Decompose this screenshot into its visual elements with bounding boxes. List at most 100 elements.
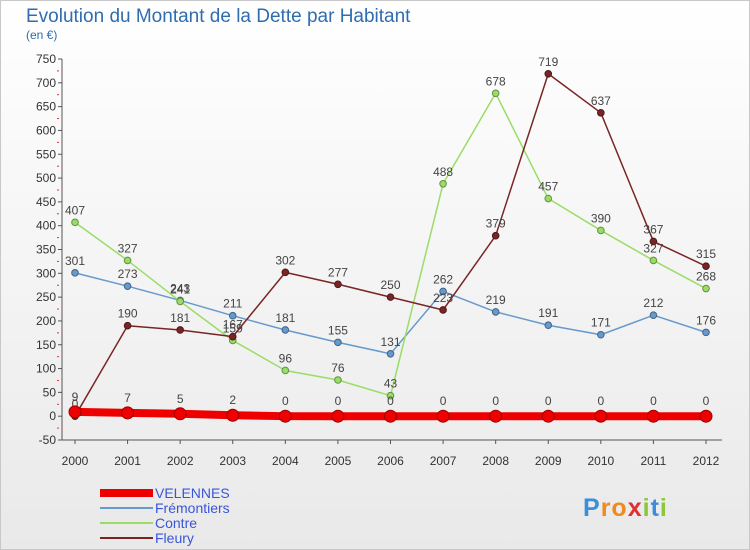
data-point — [491, 89, 500, 98]
logo-letter: P — [583, 494, 601, 522]
data-point — [491, 231, 500, 240]
legend-label: VELENNES — [155, 485, 230, 501]
data-point — [228, 311, 237, 320]
data-point — [123, 282, 132, 290]
x-tick-label: 2003 — [219, 454, 246, 468]
data-point — [334, 376, 342, 384]
x-tick-label: 2012 — [693, 454, 720, 468]
data-label: 0 — [492, 394, 499, 408]
data-point — [123, 256, 132, 265]
data-point — [121, 406, 135, 420]
data-label: 2 — [229, 393, 236, 407]
data-point — [436, 409, 450, 423]
data-label: 250 — [380, 278, 400, 292]
data-label: 327 — [118, 241, 138, 255]
logo-letter: o — [611, 494, 627, 522]
data-label: 181 — [275, 311, 295, 325]
x-tick-label: 2004 — [272, 454, 299, 468]
y-tick-label: 150 — [36, 338, 56, 352]
data-label: 76 — [331, 361, 345, 375]
y-tick-label: 300 — [36, 266, 56, 280]
data-label: 262 — [433, 272, 453, 286]
data-label: 243 — [170, 281, 190, 295]
data-label: 219 — [486, 293, 506, 307]
data-label: 167 — [223, 318, 243, 332]
logo-letter: r — [601, 494, 612, 522]
proxiti-logo: Proxiti — [583, 494, 667, 522]
data-point — [281, 366, 290, 375]
data-point — [281, 326, 290, 334]
x-tick-label: 2005 — [325, 454, 352, 468]
series-layer: 3012732432111811551312622191911712121764… — [65, 55, 716, 423]
data-label: 301 — [65, 254, 85, 268]
data-label: 96 — [279, 351, 293, 365]
series-contre: 407 327 241 159 96 76 43 488 678 457 390 327 268 — [65, 74, 716, 400]
data-label: 155 — [328, 323, 348, 337]
data-point — [597, 109, 605, 117]
data-point — [68, 405, 82, 419]
data-point — [228, 332, 237, 341]
data-point — [649, 311, 658, 320]
data-point — [71, 218, 79, 227]
series-velennes: 9 7 5 2 0 0 0 0 0 0 0 0 0 — [68, 390, 713, 423]
data-point — [386, 391, 395, 400]
axes: -500501001502002503003504004505005506006… — [36, 52, 722, 468]
data-label: 367 — [643, 222, 663, 236]
data-point — [541, 409, 555, 423]
data-point — [278, 409, 292, 423]
x-tick-label: 2011 — [641, 454, 667, 468]
data-point — [281, 268, 290, 277]
data-label: 190 — [118, 307, 138, 321]
x-tick-label: 2008 — [482, 454, 509, 468]
logo-letter: i — [643, 494, 651, 522]
data-label: 5 — [177, 392, 184, 406]
data-point — [334, 338, 342, 347]
y-tick-label: 250 — [36, 290, 56, 304]
data-point — [173, 407, 187, 421]
legend-label: Contre — [155, 515, 197, 531]
logo-letter: x — [628, 494, 643, 522]
series-fr-montiers: 301 273 243 211 181 155 131 262 219 191 171 212 176 — [65, 254, 716, 358]
data-point — [702, 284, 710, 293]
data-point — [646, 409, 660, 423]
data-label: 277 — [328, 265, 348, 279]
x-tick-label: 2002 — [167, 454, 194, 468]
data-point — [384, 409, 397, 423]
data-point — [699, 409, 713, 423]
y-tick-label: 500 — [36, 171, 56, 185]
data-point — [594, 409, 608, 423]
x-tick-label: 2001 — [114, 454, 141, 468]
data-point — [597, 226, 605, 235]
data-label: 191 — [538, 306, 558, 320]
data-label: 327 — [643, 241, 663, 255]
data-label: 7 — [124, 391, 131, 405]
data-point — [439, 287, 447, 296]
data-label: 212 — [643, 296, 663, 310]
data-label: 302 — [275, 253, 295, 267]
y-tick-label: 550 — [36, 147, 56, 161]
data-point — [491, 308, 500, 316]
data-point — [489, 409, 503, 423]
data-point — [386, 293, 395, 301]
y-tick-label: 50 — [43, 385, 57, 399]
data-label: 273 — [118, 267, 138, 281]
data-label: 211 — [223, 297, 242, 311]
x-tick-label: 2009 — [535, 454, 562, 468]
data-point — [123, 321, 132, 330]
data-label: 268 — [696, 270, 716, 284]
y-tick-label: 350 — [36, 243, 56, 257]
chart-subtitle: (en €) — [26, 28, 57, 42]
y-tick-label: 100 — [36, 362, 56, 376]
data-point — [649, 237, 658, 246]
y-tick-label: 200 — [36, 314, 56, 328]
data-label: 0 — [335, 394, 342, 408]
y-tick-label: 600 — [36, 123, 56, 137]
data-label: 223 — [433, 291, 453, 305]
x-tick-label: 2007 — [430, 454, 457, 468]
data-point — [439, 306, 447, 314]
data-label: 488 — [433, 165, 453, 179]
